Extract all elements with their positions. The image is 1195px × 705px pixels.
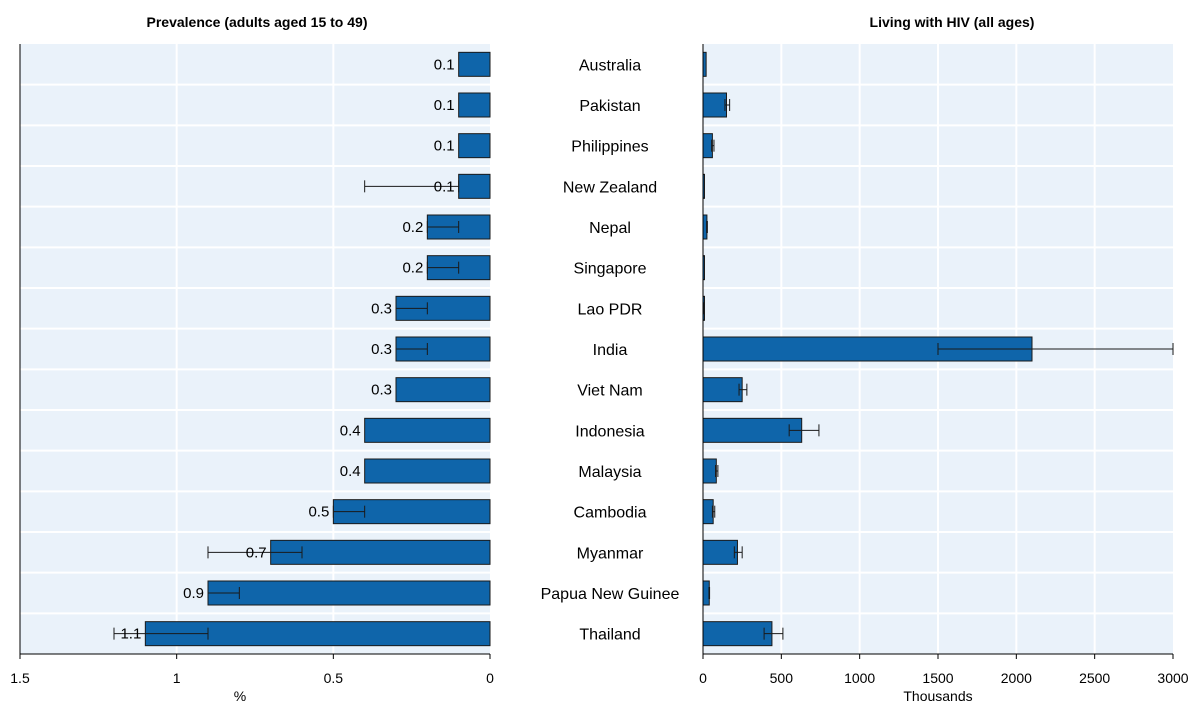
living-with-hiv-bar: [702, 499, 714, 525]
prevalence-value-label: 0.1: [434, 97, 455, 114]
prevalence-value-label: 0.2: [402, 260, 423, 277]
prevalence-bar: [144, 621, 491, 647]
living-with-hiv-panel: Living with HIV (all ages) 0 500 1000 1500 2…: [699, 14, 1189, 704]
prevalence-bar: [270, 539, 491, 565]
prevalence-bar: [364, 417, 491, 443]
living-with-hiv-x-axis-title: Thousands: [903, 688, 972, 704]
living-with-hiv-bar: [702, 417, 803, 443]
prevalence-title: Prevalence (adults aged 15 to 49): [147, 14, 368, 30]
prevalence-value-label: 1.1: [120, 626, 141, 643]
prevalence-value-label: 0.7: [246, 544, 267, 561]
prevalence-error-bars: [113, 180, 460, 640]
prevalence-bar: [207, 580, 491, 606]
prevalence-bar: [458, 51, 491, 77]
living-with-hiv-x-tick-label: 3000: [1157, 670, 1188, 686]
living-with-hiv-x-ticks: 0 500 1000 1500 2000 2500 3000: [699, 654, 1189, 686]
prevalence-value-label: 0.1: [434, 138, 455, 155]
country-label: Indonesia: [575, 423, 644, 440]
prevalence-x-tick-label: 1: [173, 670, 181, 686]
prevalence-x-axis-title: %: [234, 688, 246, 704]
country-label: Philippines: [571, 139, 648, 156]
prevalence-value-label: 0.5: [308, 504, 329, 521]
living-with-hiv-bar: [702, 92, 727, 118]
prevalence-value-label: 0.1: [434, 178, 455, 195]
prevalence-value-label: 0.1: [434, 56, 455, 73]
country-label: Singapore: [574, 261, 647, 278]
country-label: New Zealand: [563, 179, 657, 196]
country-label: Myanmar: [577, 545, 644, 562]
prevalence-panel: Prevalence (adults aged 15 to 49) 0.10.1…: [10, 14, 494, 704]
country-label: Lao PDR: [578, 301, 643, 318]
living-with-hiv-x-tick-label: 2000: [1001, 670, 1032, 686]
prevalence-x-tick-label: 0.5: [324, 670, 344, 686]
prevalence-bar: [458, 133, 491, 159]
prevalence-value-label: 0.2: [402, 219, 423, 236]
country-label: Malaysia: [578, 464, 641, 481]
prevalence-bar: [364, 458, 491, 484]
country-label: Thailand: [579, 627, 640, 644]
prevalence-gridlines: [20, 44, 490, 654]
prevalence-x-ticks: 1.5 1 0.5 0: [10, 654, 494, 686]
living-with-hiv-bar: [702, 377, 743, 403]
living-with-hiv-title: Living with HIV (all ages): [870, 14, 1035, 30]
living-with-hiv-bar: [702, 133, 713, 159]
prevalence-x-tick-label: 1.5: [10, 670, 30, 686]
living-with-hiv-x-tick-label: 2500: [1079, 670, 1110, 686]
living-with-hiv-x-tick-label: 500: [770, 670, 794, 686]
country-label: Cambodia: [574, 505, 647, 522]
living-with-hiv-bar: [702, 580, 710, 606]
prevalence-value-labels: 0.1 0.1 0.1 0.1 0.2 0.2 0.3 0.3 0.3 0.4 0.4 0.5 0.7 0…: [120, 56, 454, 642]
prevalence-bar: [395, 377, 491, 403]
prevalence-value-label: 0.4: [340, 463, 361, 480]
living-with-hiv-x-tick-label: 0: [699, 670, 707, 686]
country-label: Viet Nam: [577, 383, 643, 400]
living-with-hiv-x-tick-label: 1500: [922, 670, 953, 686]
country-label: Nepal: [589, 220, 631, 237]
prevalence-bar: [458, 173, 491, 199]
living-with-hiv-bar: [702, 621, 773, 647]
living-with-hiv-bars: [702, 51, 1033, 647]
prevalence-x-tick-label: 0: [486, 670, 494, 686]
prevalence-value-label: 0.3: [371, 382, 392, 399]
prevalence-value-label: 0.3: [371, 341, 392, 358]
living-with-hiv-bar: [702, 539, 738, 565]
prevalence-bar: [458, 92, 491, 118]
prevalence-value-label: 0.3: [371, 300, 392, 317]
living-with-hiv-error-bars: [703, 99, 1174, 640]
prevalence-value-label: 0.9: [183, 585, 204, 602]
country-label: India: [593, 342, 628, 359]
prevalence-value-label: 0.4: [340, 422, 361, 439]
living-with-hiv-bar: [702, 458, 717, 484]
country-label: Australia: [579, 57, 641, 74]
living-with-hiv-x-tick-label: 1000: [844, 670, 875, 686]
country-labels: Australia Pakistan Philippines New Zealand N…: [541, 57, 680, 643]
country-label: Papua New Guinee: [541, 586, 680, 603]
country-label: Pakistan: [579, 98, 640, 115]
